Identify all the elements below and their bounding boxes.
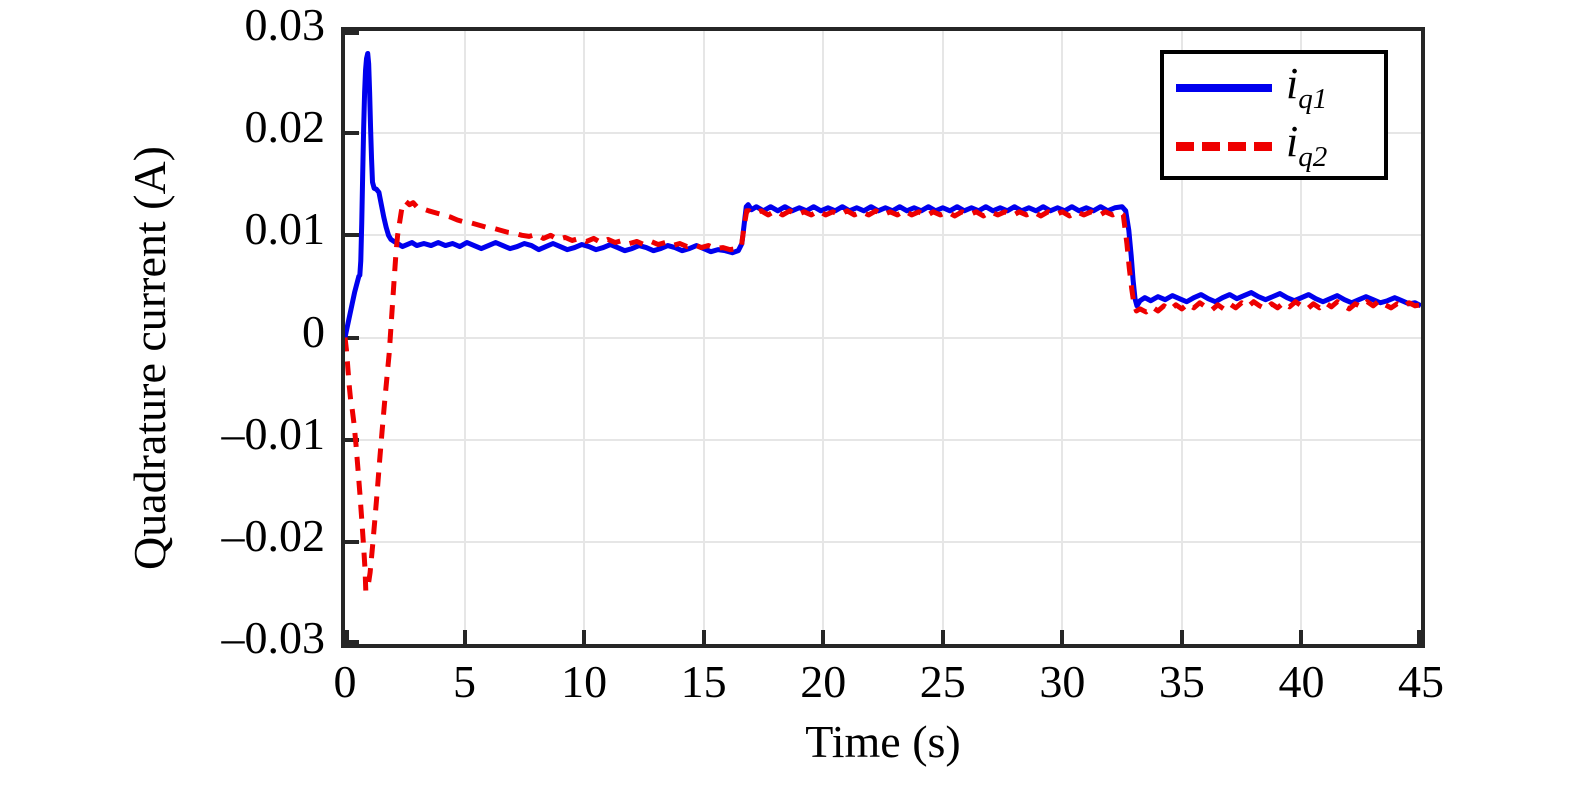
x-axis-title: Time (s) (805, 716, 961, 767)
legend-label-iq2: iq2 (1286, 117, 1328, 173)
tick-y (345, 539, 359, 544)
y-tick-label: –0.02 (221, 509, 326, 561)
tick-x (1179, 630, 1184, 644)
series-layer (345, 50, 1421, 594)
y-tick-label: 0.03 (244, 0, 326, 50)
x-tick-label: 10 (561, 656, 608, 707)
tick-x (821, 630, 826, 644)
x-tick-label: 5 (453, 656, 477, 707)
legend-item-iq1[interactable]: iq1 (1164, 60, 1384, 116)
y-tick-label: 0.02 (244, 101, 326, 153)
legend[interactable]: iq1 iq2 (1160, 50, 1388, 180)
x-tick-label: 15 (680, 656, 727, 707)
series-line-iq1 (345, 50, 1421, 339)
tick-y (345, 437, 359, 442)
tick-x (1060, 630, 1065, 644)
y-axis-tick-labels: 0.03 0.02 0.01 0 –0.01 –0.02 –0.03 (150, 0, 326, 789)
tick-y (345, 233, 359, 238)
gridline-horizontal (345, 234, 1421, 237)
tick-y (345, 131, 359, 136)
y-tick-label: –0.03 (221, 612, 326, 663)
tick-y (345, 640, 359, 644)
tick-x (345, 630, 349, 644)
y-tick-label: 0 (302, 305, 325, 357)
legend-swatch-solid-blue (1176, 84, 1272, 92)
x-tick-label: 35 (1158, 656, 1205, 707)
tick-x (940, 630, 945, 644)
x-tick-label: 45 (1398, 656, 1444, 707)
gridline-horizontal (345, 336, 1421, 339)
gridline-horizontal (345, 540, 1421, 543)
series-line-iq2 (345, 199, 1421, 594)
x-tick-label: 20 (800, 656, 847, 707)
tick-x (1299, 630, 1304, 644)
legend-item-iq2[interactable]: iq2 (1164, 118, 1384, 174)
tick-x (701, 630, 706, 644)
tick-x (1417, 630, 1421, 644)
x-tick-label: 0 (333, 656, 357, 707)
legend-swatch-dashed-red (1176, 141, 1272, 151)
legend-label-iq1: iq1 (1286, 59, 1328, 115)
gridline-horizontal (345, 438, 1421, 441)
plot-inner (345, 31, 1421, 644)
x-tick-label: 30 (1039, 656, 1086, 707)
tick-y (345, 31, 359, 35)
tick-x (582, 630, 587, 644)
y-tick-label: –0.01 (221, 407, 326, 459)
tick-y (345, 335, 359, 340)
x-tick-label: 40 (1278, 656, 1325, 707)
gridline-horizontal (345, 132, 1421, 135)
x-tick-label: 25 (919, 656, 966, 707)
tick-x (462, 630, 467, 644)
y-tick-label: 0.01 (244, 203, 326, 255)
